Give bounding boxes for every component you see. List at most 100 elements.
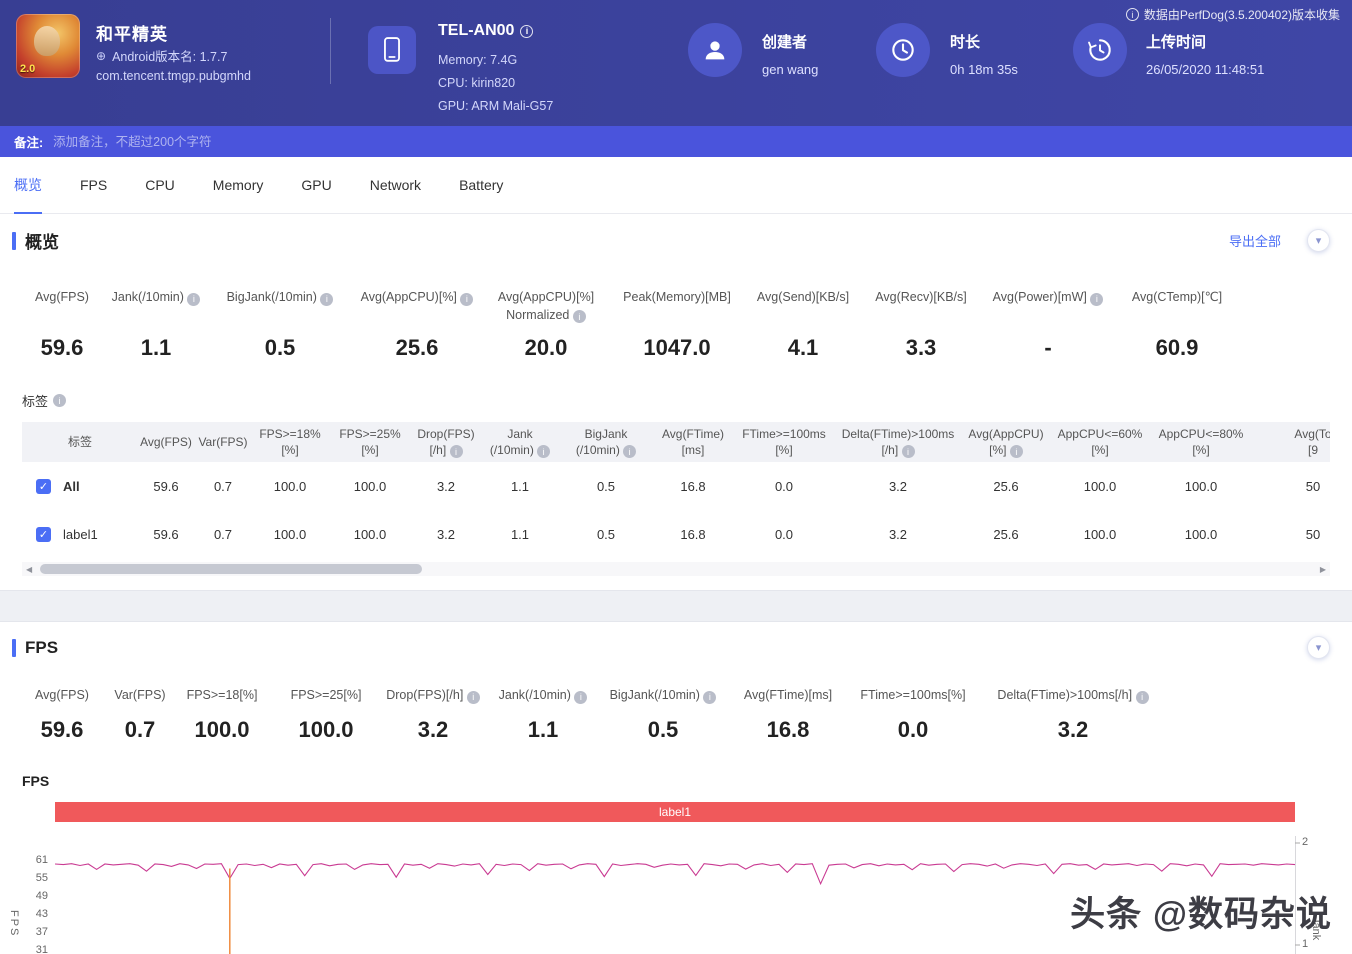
table-cell: 3.2 <box>834 462 962 510</box>
column-header: Var(FPS) <box>194 422 252 462</box>
upload-value: 26/05/2020 11:48:51 <box>1146 62 1264 77</box>
stat-label: Avg(FPS) <box>14 289 110 325</box>
stat-label: Avg(Recv)[KB/s] <box>868 289 974 325</box>
table-cell: 0.5 <box>560 510 652 558</box>
fps-title-row: FPS <box>12 638 58 658</box>
remark-bar: 备注: <box>0 126 1352 157</box>
remark-input[interactable] <box>53 135 473 149</box>
stat-item: Avg(AppCPU)[%]Normalized i20.0 <box>476 289 616 361</box>
stat-item: Delta(FTime)>100ms[/h] i3.2 <box>978 687 1168 743</box>
scroll-right-arrow-icon[interactable]: ▶ <box>1320 565 1326 574</box>
tab-memory[interactable]: Memory <box>213 157 264 213</box>
stat-label: FPS>=25[%] <box>274 687 378 707</box>
stat-value: 1047.0 <box>616 335 738 361</box>
row-label: All <box>63 479 80 494</box>
table-cell: 3.2 <box>412 462 480 510</box>
creator-value: gen wang <box>762 62 818 77</box>
overview-stats: Avg(FPS)59.6Jank(/10min) i1.1BigJank(/10… <box>0 253 1352 361</box>
info-icon[interactable]: i <box>537 445 550 458</box>
info-icon[interactable]: i <box>460 293 473 306</box>
column-header: Avg(FTime)[ms] <box>652 422 734 462</box>
table-cell: 0.0 <box>734 510 834 558</box>
info-icon[interactable]: i <box>902 445 915 458</box>
stat-item: Avg(FPS)59.6 <box>14 687 110 743</box>
stat-value: 3.2 <box>378 717 488 743</box>
tab-cpu[interactable]: CPU <box>145 157 175 213</box>
stat-item: Avg(CTemp)[℃]60.9 <box>1122 289 1232 361</box>
stat-value: 3.3 <box>868 335 974 361</box>
stat-label: Peak(Memory)[MB] <box>616 289 738 325</box>
stat-value: 0.5 <box>202 335 358 361</box>
remark-label: 备注: <box>14 132 43 151</box>
stat-item: BigJank(/10min) i0.5 <box>598 687 728 743</box>
game-icon-badge: 2.0 <box>20 63 35 75</box>
scroll-left-arrow-icon[interactable]: ◀ <box>26 565 32 574</box>
table-cell: 0.5 <box>560 462 652 510</box>
info-icon: i <box>1126 8 1139 21</box>
table-cell: 59.6 <box>138 510 194 558</box>
stat-label: Var(FPS) <box>110 687 170 707</box>
stat-item: FPS>=25[%]100.0 <box>274 687 378 743</box>
table-row: ✓All59.60.7100.0100.03.21.10.516.80.03.2… <box>22 462 1330 510</box>
stat-label: Avg(AppCPU)[%] i <box>358 289 476 325</box>
info-icon[interactable]: i <box>623 445 636 458</box>
tab-概览[interactable]: 概览 <box>14 157 42 213</box>
collapse-fps-button[interactable]: ▾ <box>1307 636 1330 659</box>
app-package: com.tencent.tmgp.pubgmhd <box>96 69 251 83</box>
horizontal-scrollbar[interactable]: ◀ ▶ <box>22 562 1330 576</box>
info-icon[interactable]: i <box>1090 293 1103 306</box>
export-all-link[interactable]: 导出全部 <box>1229 231 1281 250</box>
column-header: Jank(/10min) i <box>480 422 560 462</box>
horizontal-scrollbar-thumb[interactable] <box>40 564 422 574</box>
stat-item: Jank(/10min) i1.1 <box>488 687 598 743</box>
title-accent-bar <box>12 639 16 657</box>
stat-label: FTime>=100ms[%] <box>848 687 978 707</box>
info-icon[interactable]: i <box>467 691 480 704</box>
tab-gpu[interactable]: GPU <box>301 157 331 213</box>
overview-card: 概览 导出全部 ▾ Avg(FPS)59.6Jank(/10min) i1.1B… <box>0 214 1352 622</box>
creator-label: 创建者 <box>762 31 807 52</box>
info-icon[interactable]: i <box>187 293 200 306</box>
info-icon[interactable]: i <box>1136 691 1149 704</box>
column-header: AppCPU<=60%[%] <box>1050 422 1150 462</box>
device-info-icon[interactable]: i <box>520 25 533 38</box>
duration-clock-icon <box>876 23 930 77</box>
table-cell: 100.0 <box>252 462 328 510</box>
stat-label: Avg(CTemp)[℃] <box>1122 289 1232 325</box>
table-cell: 1.1 <box>480 510 560 558</box>
info-icon[interactable]: i <box>703 691 716 704</box>
row-checkbox[interactable]: ✓ <box>36 479 51 494</box>
stat-value: 0.0 <box>848 717 978 743</box>
stat-label: Jank(/10min) i <box>488 687 598 707</box>
y2-axis-tick: 2 <box>1302 836 1322 848</box>
overview-section-head: 概览 导出全部 ▾ <box>0 214 1352 253</box>
table-cell: 1.1 <box>480 462 560 510</box>
info-icon[interactable]: i <box>320 293 333 306</box>
y-axis-tick: 43 <box>18 908 48 920</box>
stat-label: Avg(FTime)[ms] <box>728 687 848 707</box>
collect-info: i 数据由PerfDog(3.5.200402)版本收集 <box>1126 6 1340 23</box>
tab-battery[interactable]: Battery <box>459 157 503 213</box>
info-icon[interactable]: i <box>574 691 587 704</box>
game-character-art <box>34 26 60 56</box>
info-icon[interactable]: i <box>450 445 463 458</box>
info-icon[interactable]: i <box>573 310 586 323</box>
tab-fps[interactable]: FPS <box>80 157 107 213</box>
collapse-overview-button[interactable]: ▾ <box>1307 229 1330 252</box>
stat-item: Avg(Recv)[KB/s] 3.3 <box>868 289 974 361</box>
labels-info-icon[interactable]: i <box>53 394 66 407</box>
creator-icon <box>688 23 742 77</box>
row-checkbox[interactable]: ✓ <box>36 527 51 542</box>
stat-item: FTime>=100ms[%] 0.0 <box>848 687 978 743</box>
table-header-row: 标签Avg(FPS)Var(FPS)FPS>=18%[%] FPS>=25%[%… <box>22 422 1330 462</box>
tab-network[interactable]: Network <box>370 157 421 213</box>
column-header: Avg(AppCPU)[%] i <box>962 422 1050 462</box>
y-axis-tick: 37 <box>18 926 48 938</box>
stat-value: 16.8 <box>728 717 848 743</box>
app-version-row: ⊕ Android版本名: 1.7.7 <box>96 46 227 65</box>
stat-value: 59.6 <box>14 717 110 743</box>
device-memory: Memory: 7.4G <box>438 53 517 67</box>
info-icon[interactable]: i <box>1010 445 1023 458</box>
table-cell: 16.8 <box>652 510 734 558</box>
stat-item: Peak(Memory)[MB] 1047.0 <box>616 289 738 361</box>
